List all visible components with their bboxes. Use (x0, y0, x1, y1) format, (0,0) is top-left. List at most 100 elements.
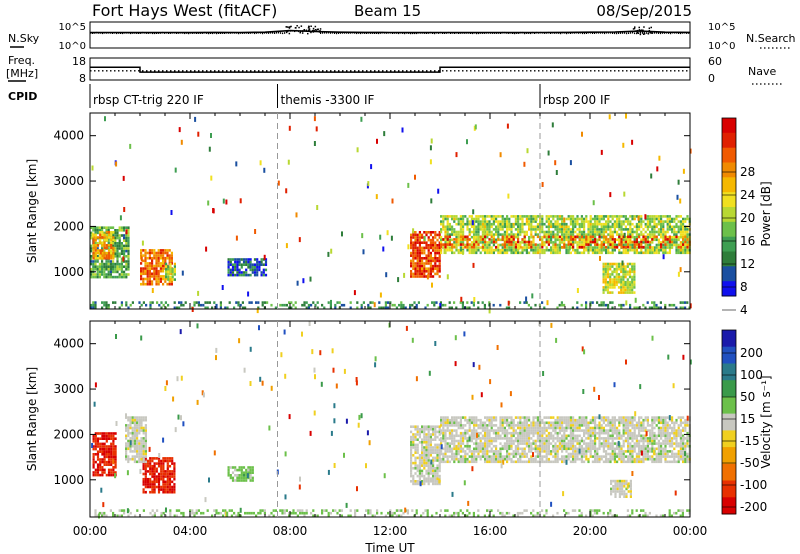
noise-right-label: N.Search (746, 32, 796, 45)
velocity-cell (543, 431, 546, 435)
velocity-cell (162, 483, 165, 486)
power-cell (400, 301, 403, 304)
velocity-cell (451, 424, 454, 427)
noise-sky-sample (236, 32, 238, 34)
velocity-cell (541, 447, 544, 451)
power-cell (530, 228, 533, 231)
power-cell (644, 251, 647, 255)
velocity-cell (453, 429, 456, 432)
noise-search-sample (307, 32, 309, 35)
velocity-cell (425, 425, 428, 428)
power-cell (94, 306, 97, 310)
velocity-cell (457, 447, 460, 451)
power-cell (429, 244, 432, 247)
power-cell (517, 230, 520, 234)
velocity-cell (432, 459, 435, 462)
velocity-cell (446, 455, 449, 458)
power-scatter-cell (623, 232, 626, 238)
velocity-cell (462, 431, 465, 435)
velocity-cell (486, 460, 489, 464)
velocity-cell (495, 439, 498, 443)
power-cell (631, 291, 634, 294)
power-cell (238, 271, 241, 274)
power-cell (622, 280, 625, 284)
power-cell (514, 251, 517, 255)
power-cell (125, 236, 128, 240)
power-cell (556, 217, 559, 221)
noise-sky-sample (658, 32, 660, 34)
power-cell (446, 217, 449, 221)
range-tick-label: 3000 (53, 174, 84, 188)
power-cell (563, 235, 566, 239)
power-cell (512, 235, 515, 239)
power-cell (598, 217, 601, 221)
power-cell (660, 217, 663, 221)
power-cell (550, 248, 553, 252)
power-cell (631, 286, 634, 289)
velocity-cell (107, 473, 111, 477)
power-cell (483, 306, 486, 310)
noise-sky-sample (312, 29, 314, 32)
power-cell (604, 265, 607, 268)
velocity-cell (490, 450, 493, 453)
noise-sky-sample (382, 31, 384, 34)
velocity-cell (517, 424, 520, 427)
power-cell (486, 248, 489, 252)
noise-sky-sample (154, 32, 156, 35)
power-cell (602, 225, 605, 229)
power-cell (556, 246, 559, 249)
velocity-cell (479, 426, 482, 430)
power-cell (245, 260, 248, 264)
power-cell (159, 267, 162, 270)
velocity-cell (453, 418, 456, 422)
power-cell (541, 228, 544, 231)
power-cell (410, 275, 413, 278)
velocity-cell (446, 426, 449, 430)
velocity-cell (173, 472, 176, 476)
power-cell (473, 241, 476, 244)
power-cell (633, 270, 636, 274)
velocity-cell (434, 435, 437, 439)
noise-sky-sample (644, 32, 646, 34)
power-cell (256, 260, 259, 264)
velocity-cell (418, 441, 421, 444)
velocity-cell (421, 428, 424, 431)
noise-search-sample (639, 29, 642, 32)
velocity-cell (421, 443, 424, 447)
power-cell (594, 222, 597, 226)
power-cell (609, 225, 612, 229)
power-cell (438, 264, 441, 268)
velocity-cell (444, 450, 447, 453)
noise-search-sample (301, 30, 304, 32)
noise-sky-sample (250, 32, 252, 34)
power-cell (528, 228, 531, 231)
power-cell (508, 217, 511, 221)
power-cell (635, 235, 638, 239)
power-cell (486, 220, 489, 223)
power-cell (116, 247, 119, 250)
power-scatter-cell (658, 155, 661, 161)
power-cell (611, 270, 614, 274)
velocity-cell (547, 416, 550, 419)
power-cell (240, 258, 243, 261)
power-cell (90, 260, 93, 263)
power-cell (98, 265, 101, 268)
power-cell (519, 230, 522, 234)
power-cell (602, 217, 605, 221)
power-cell (666, 225, 669, 229)
power-cell (155, 264, 158, 268)
velocity-cell (166, 480, 169, 484)
power-cell (479, 222, 482, 226)
power-cell (523, 246, 526, 249)
power-scatter-cell (356, 147, 359, 153)
power-cell (556, 235, 559, 239)
power-cell (114, 270, 117, 274)
velocity-cell (457, 460, 460, 464)
power-cell (631, 235, 634, 239)
power-cell (112, 275, 115, 279)
power-cell (583, 245, 586, 249)
velocity-cell (166, 475, 169, 478)
noise-sky-sample (684, 31, 686, 34)
power-cell (651, 241, 654, 244)
power-scatter-cell (367, 181, 370, 187)
